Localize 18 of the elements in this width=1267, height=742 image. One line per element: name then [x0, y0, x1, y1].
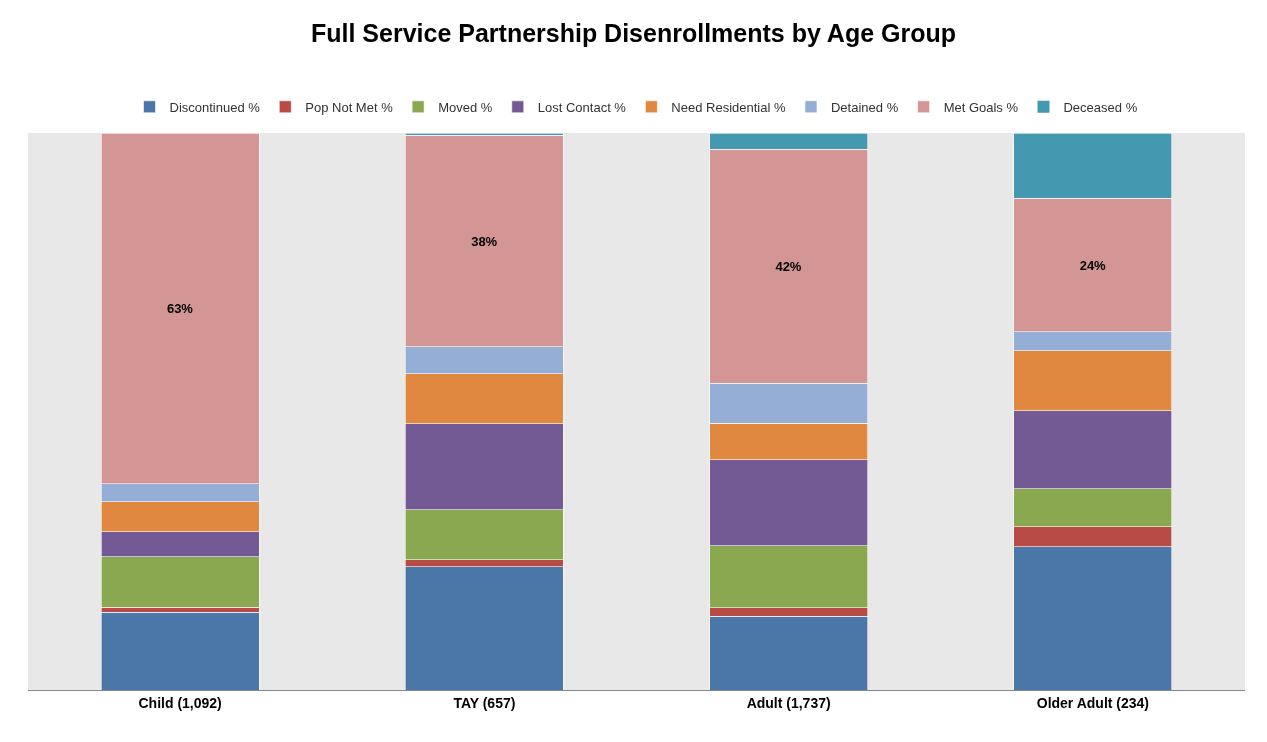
bar	[100, 611, 260, 690]
chart-title: Full Service Partnership Disenrollments by Age Group	[310, 19, 957, 48]
data-label: 38%	[471, 233, 498, 249]
legend-label: Detained %	[830, 99, 899, 115]
legend-label: Moved %	[438, 99, 493, 115]
legend-label: Met Goals %	[943, 99, 1019, 115]
legend-label: Need Residential %	[671, 99, 786, 115]
legend-label: Deceased %	[1063, 99, 1138, 115]
legend-label: Discontinued %	[169, 99, 261, 115]
data-label: 63%	[166, 300, 194, 316]
data-label: 24%	[1079, 257, 1107, 273]
x-tick-label: Older Adult (234)	[1036, 694, 1150, 711]
x-tick-label: Adult (1,737)	[746, 694, 831, 711]
x-tick-label: Child (1,092)	[138, 694, 222, 711]
legend-label: Lost Contact %	[537, 99, 627, 115]
x-tick-label: TAY (657)	[453, 694, 516, 711]
legend-label: Pop Not Met %	[305, 99, 394, 115]
data-label: 42%	[775, 258, 802, 274]
